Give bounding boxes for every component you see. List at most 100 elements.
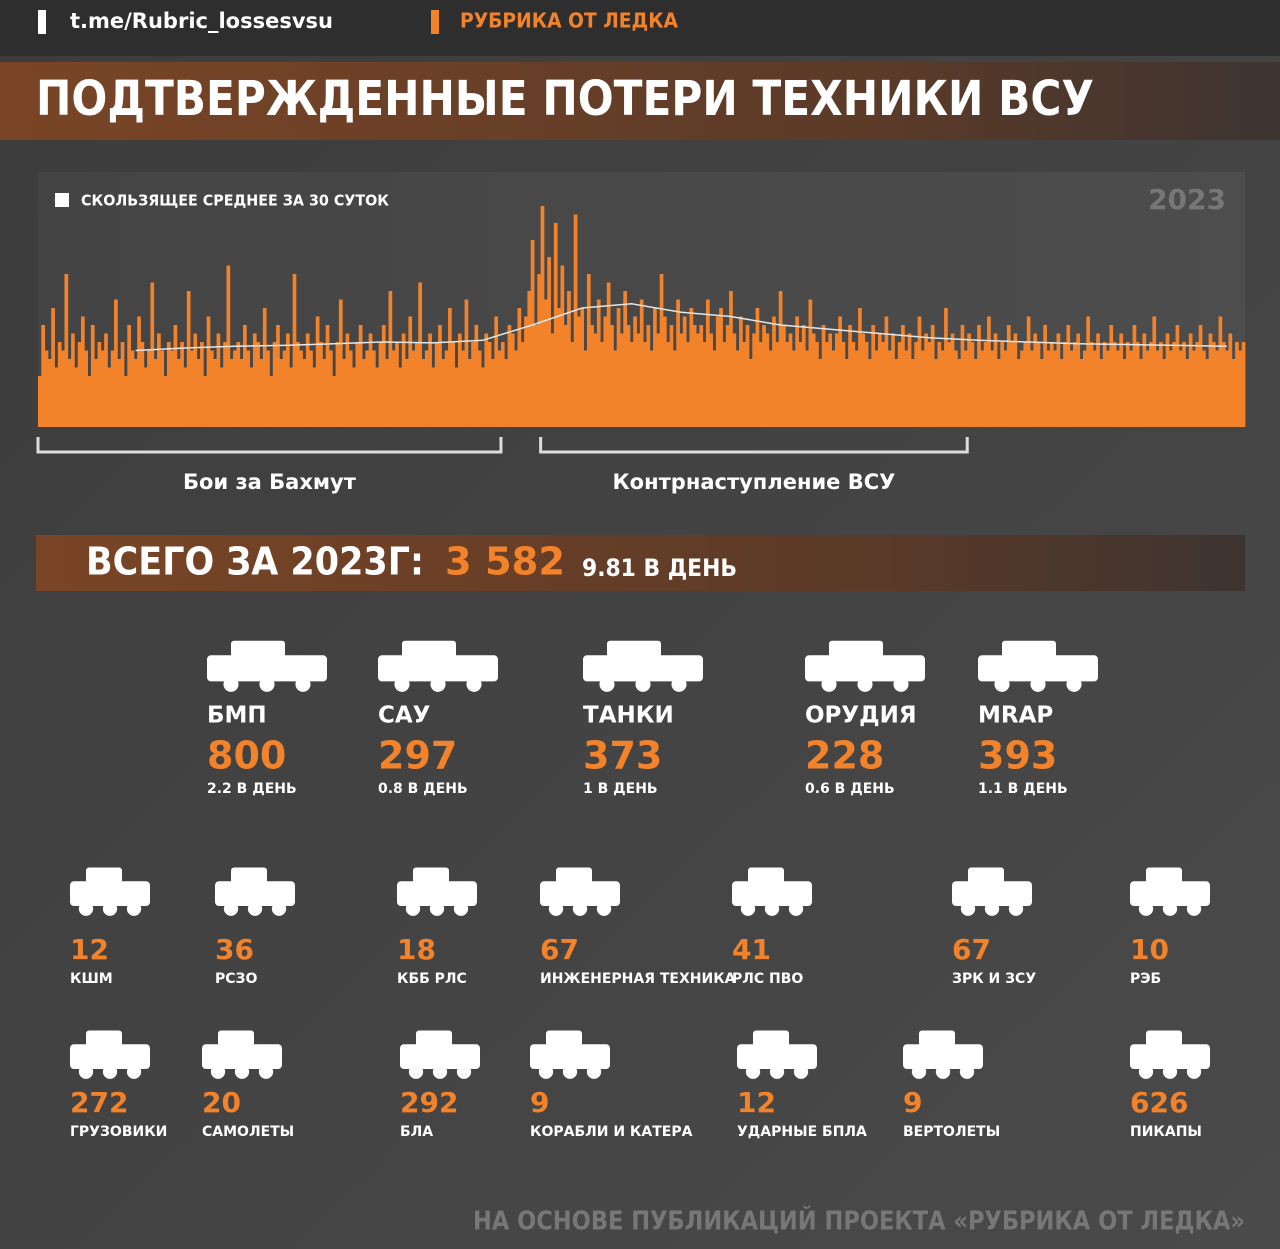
bar [904, 350, 909, 427]
bar [722, 342, 727, 427]
item-count: 9 [530, 1086, 549, 1119]
bar [534, 325, 538, 427]
bar [329, 350, 333, 427]
item-per-day: 0.6 В ДЕНЬ [805, 781, 895, 797]
bar [434, 342, 439, 427]
bar [960, 325, 965, 427]
bar [653, 308, 657, 427]
annotation-label: Бои за Бахмут [183, 470, 357, 494]
bar [385, 359, 389, 427]
bar [686, 342, 690, 427]
bar [901, 325, 905, 427]
icon-wheel [78, 901, 94, 916]
bar [163, 376, 168, 427]
icon-body [1130, 1044, 1210, 1069]
bar [338, 299, 343, 427]
bar [600, 342, 604, 427]
bar [864, 342, 869, 427]
channel-link[interactable]: t.me/Rubric_lossesvsu [70, 9, 333, 33]
bar [107, 367, 112, 427]
bar [868, 359, 872, 427]
bar [973, 359, 978, 427]
bar [80, 316, 85, 427]
bar [1165, 333, 1170, 427]
bar [497, 350, 502, 427]
bar [332, 376, 337, 427]
bar [319, 342, 323, 427]
vehicle-icon [530, 1030, 610, 1079]
bar [1135, 342, 1140, 427]
bar [696, 333, 700, 427]
bar [246, 350, 251, 427]
bar [114, 299, 118, 427]
bar [636, 333, 641, 427]
bar [454, 367, 459, 427]
icon-body [540, 881, 620, 906]
icon-top [1002, 640, 1056, 659]
bar [768, 350, 773, 427]
bar [593, 333, 598, 427]
bar [649, 350, 654, 427]
item-name: БМП [207, 703, 267, 729]
bar [123, 376, 128, 427]
icon-wheel [793, 1064, 809, 1079]
bar [702, 342, 707, 427]
bar [444, 350, 449, 427]
annotation-bracket [36, 437, 503, 454]
bar [200, 342, 204, 427]
year: 2023 [1148, 183, 1226, 216]
icon-top [556, 867, 592, 884]
item-name: САУ [378, 703, 431, 729]
bar [1172, 342, 1176, 427]
bar [137, 316, 141, 427]
bar [239, 359, 244, 427]
annotation-bracket [539, 437, 969, 454]
bar [550, 333, 555, 427]
bar [94, 359, 98, 427]
bar [64, 274, 69, 427]
bar [586, 274, 591, 427]
bar [41, 325, 46, 427]
bar [448, 308, 452, 427]
bar [858, 308, 862, 427]
vehicle-icon [737, 1030, 817, 1079]
bar [894, 359, 899, 427]
bar [1099, 359, 1104, 427]
bar [405, 359, 409, 427]
bar [646, 325, 651, 427]
bar [312, 367, 317, 427]
bar [520, 342, 525, 427]
icon-body [952, 881, 1032, 906]
bar [117, 359, 122, 427]
icon-wheel [429, 901, 445, 916]
vehicle-icon [70, 867, 150, 916]
bar [1006, 325, 1011, 427]
item-count: 12 [737, 1086, 776, 1119]
bar [213, 359, 217, 427]
bar [1228, 333, 1233, 427]
bar [553, 223, 558, 427]
bar [252, 333, 257, 427]
icon-body [530, 1044, 610, 1069]
icon-wheel [911, 1064, 927, 1079]
bar [1036, 342, 1041, 427]
bar [1122, 359, 1127, 427]
bar [1145, 350, 1150, 427]
bar [1013, 333, 1018, 427]
bar [510, 333, 515, 427]
bar [778, 291, 783, 427]
bar [1059, 359, 1064, 427]
bar [166, 342, 171, 427]
legend-swatch [55, 193, 69, 207]
bar [305, 333, 310, 427]
bar [1178, 350, 1183, 427]
bar [705, 299, 710, 427]
icon-body [737, 1044, 817, 1069]
bar [203, 376, 208, 427]
bar [891, 333, 895, 427]
bar [643, 342, 647, 427]
bar [186, 291, 191, 427]
icon-wheel [295, 676, 311, 692]
icon-top [231, 640, 285, 659]
bar [388, 291, 393, 427]
